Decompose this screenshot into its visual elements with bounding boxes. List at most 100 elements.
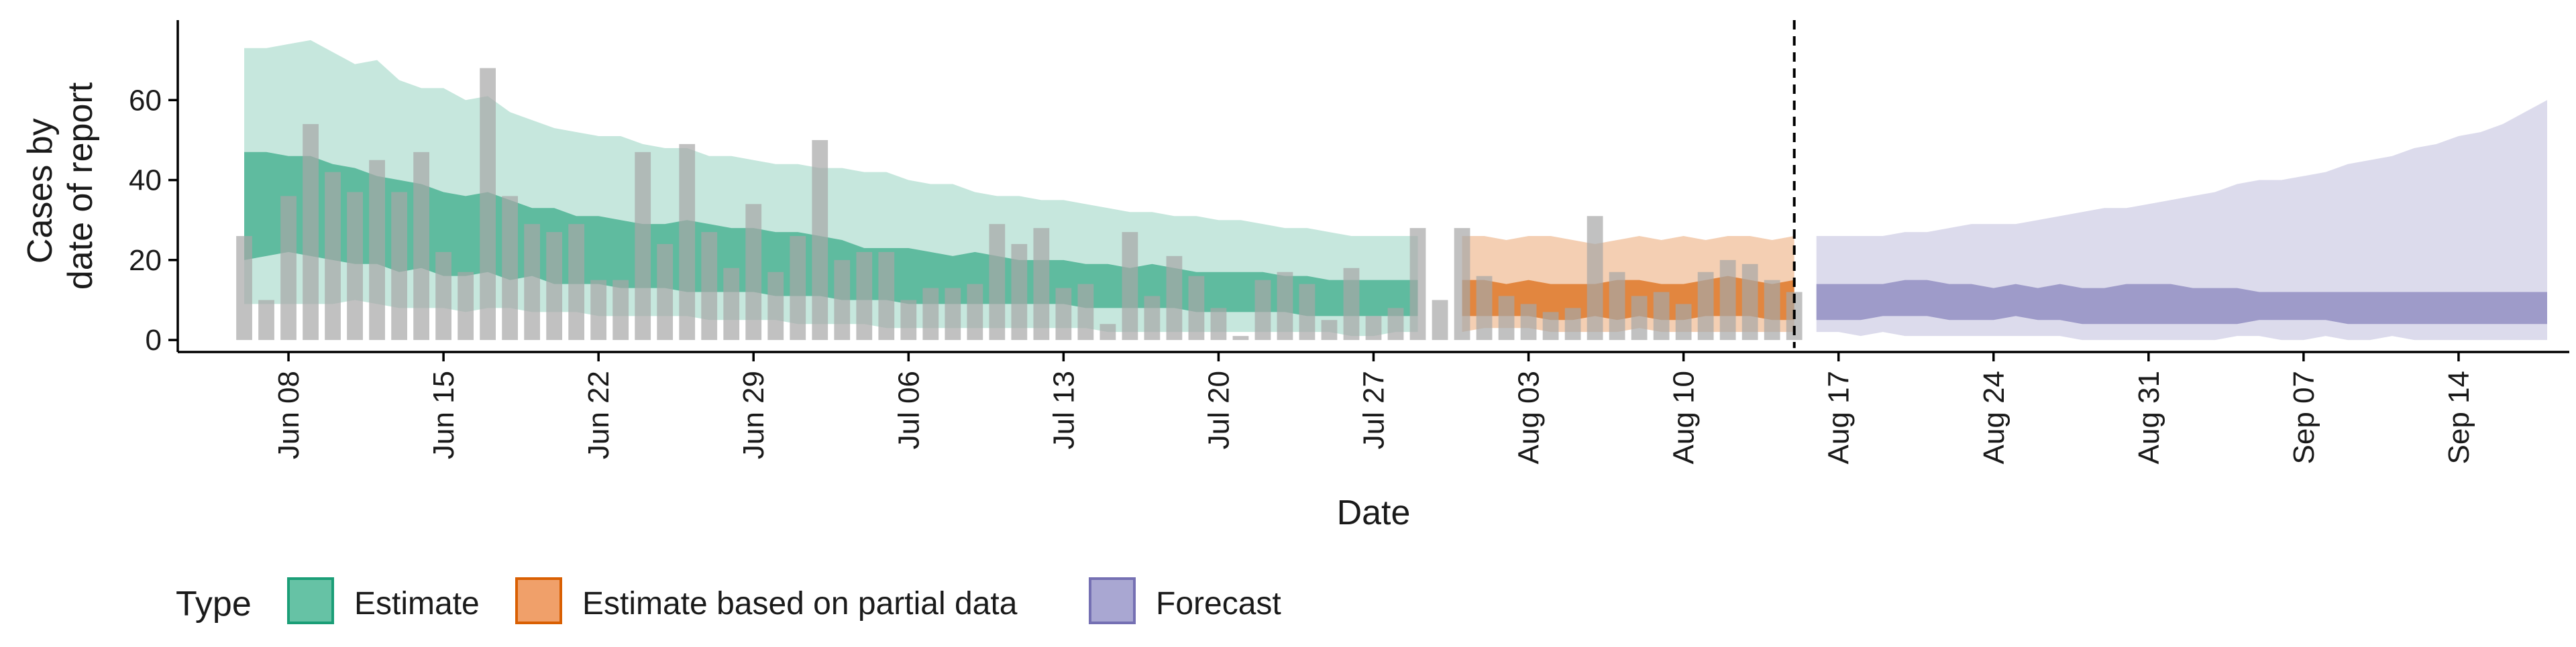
axes: 0 20 40 60 Jun 08 Jun 15 Jun 22 Jun 29 Jul 06 Jul…	[129, 20, 2569, 464]
case-bar	[878, 251, 895, 341]
case-bar	[1631, 296, 1648, 341]
case-bar	[1564, 308, 1581, 341]
case-bar	[1188, 276, 1205, 341]
case-bar	[922, 288, 939, 341]
case-bar	[1387, 308, 1404, 341]
x-tick-label: Jul 13	[1047, 371, 1080, 449]
case-bar	[369, 160, 385, 341]
case-bar	[258, 300, 274, 341]
reported-case-bars	[236, 68, 1803, 341]
y-tick-label: 60	[129, 84, 162, 117]
case-bar	[679, 143, 696, 341]
case-bar	[723, 268, 740, 341]
x-tick-label: Jun 08	[272, 371, 305, 459]
legend: Type Estimate Estimate based on partial d…	[176, 577, 1281, 624]
case-bar	[834, 259, 851, 341]
band-90-2	[1816, 100, 2547, 341]
case-bar	[745, 204, 762, 341]
case-bar	[967, 284, 983, 341]
case-bar	[1741, 263, 1758, 341]
case-bar	[1099, 324, 1116, 341]
legend-key-1	[515, 577, 562, 624]
series-bands	[244, 40, 2547, 341]
legend-label-1: Estimate based on partial data	[582, 586, 1018, 622]
x-tick-label: Aug 24	[1978, 371, 2010, 464]
case-bar	[767, 272, 784, 341]
case-bar	[524, 224, 541, 341]
x-tick-label: Jul 06	[892, 371, 925, 449]
x-tick-label: Aug 03	[1513, 371, 1546, 464]
legend-key-2	[1089, 577, 1136, 624]
case-bar	[612, 280, 629, 341]
case-bar	[590, 280, 607, 341]
band-50-2	[1816, 280, 2547, 325]
case-bar	[413, 152, 429, 341]
case-bar	[1055, 288, 1072, 341]
x-tick-label: Jun 22	[582, 371, 615, 459]
case-bar	[989, 224, 1006, 341]
case-bar	[1719, 259, 1736, 341]
x-tick-label: Aug 17	[1823, 371, 1856, 464]
legend-title: Type	[176, 585, 252, 624]
case-bar	[657, 243, 674, 341]
y-tick-label: 40	[129, 164, 162, 197]
x-tick-label: Jun 15	[427, 371, 460, 459]
case-bar	[856, 251, 873, 341]
case-bar	[1609, 272, 1625, 341]
x-tick-label: Jul 27	[1358, 371, 1391, 449]
case-bar	[1365, 316, 1382, 341]
case-bar	[502, 196, 519, 341]
case-bar	[1299, 284, 1316, 341]
case-bar	[900, 300, 917, 341]
case-bar	[1077, 284, 1094, 341]
case-bar	[303, 124, 319, 341]
case-bar	[435, 251, 451, 341]
y-axis-title-line-1: Cases by	[21, 118, 60, 263]
case-bar	[1254, 280, 1271, 341]
x-tick-label: Aug 10	[1668, 371, 1701, 464]
case-bar	[1697, 272, 1714, 341]
case-bar	[458, 272, 474, 341]
case-bar	[236, 236, 252, 341]
case-bar	[1232, 336, 1249, 341]
case-bar	[1764, 280, 1780, 341]
case-bar	[1454, 228, 1470, 341]
case-bar	[1542, 312, 1559, 341]
case-bar	[1144, 296, 1161, 341]
case-bar	[1432, 300, 1448, 341]
case-bar	[1498, 296, 1515, 341]
case-bar	[1277, 272, 1293, 341]
case-bar	[1210, 308, 1227, 341]
y-axis-title: Cases by date of report	[21, 82, 100, 290]
x-tick-label: Jul 20	[1202, 371, 1235, 449]
case-bar	[391, 192, 407, 341]
case-bar	[790, 236, 806, 341]
case-bar	[1653, 292, 1670, 341]
case-bar	[568, 224, 585, 341]
case-bar	[347, 192, 363, 341]
case-bar	[701, 232, 718, 341]
legend-label-2: Forecast	[1156, 586, 1281, 622]
legend-label-0: Estimate	[354, 586, 480, 622]
case-bar	[325, 172, 341, 341]
x-tick-label: Sep 07	[2288, 371, 2320, 464]
x-axis-title: Date	[1337, 493, 1411, 532]
case-bar	[635, 152, 651, 341]
case-bar	[1476, 276, 1493, 341]
y-tick-label: 0	[146, 324, 162, 357]
case-bar	[1166, 255, 1183, 341]
case-bar	[546, 232, 563, 341]
case-bar	[1520, 304, 1537, 341]
y-axis-title-line-2: date of report	[61, 82, 100, 290]
x-tick-label: Aug 31	[2133, 371, 2165, 464]
case-bar	[1409, 228, 1426, 341]
case-bar	[1122, 232, 1138, 341]
case-bar	[945, 288, 961, 341]
x-tick-label: Jun 29	[737, 371, 770, 459]
y-tick-label: 20	[129, 244, 162, 277]
case-bar	[1587, 216, 1603, 341]
case-bar	[1033, 228, 1050, 341]
case-bar	[480, 68, 496, 341]
